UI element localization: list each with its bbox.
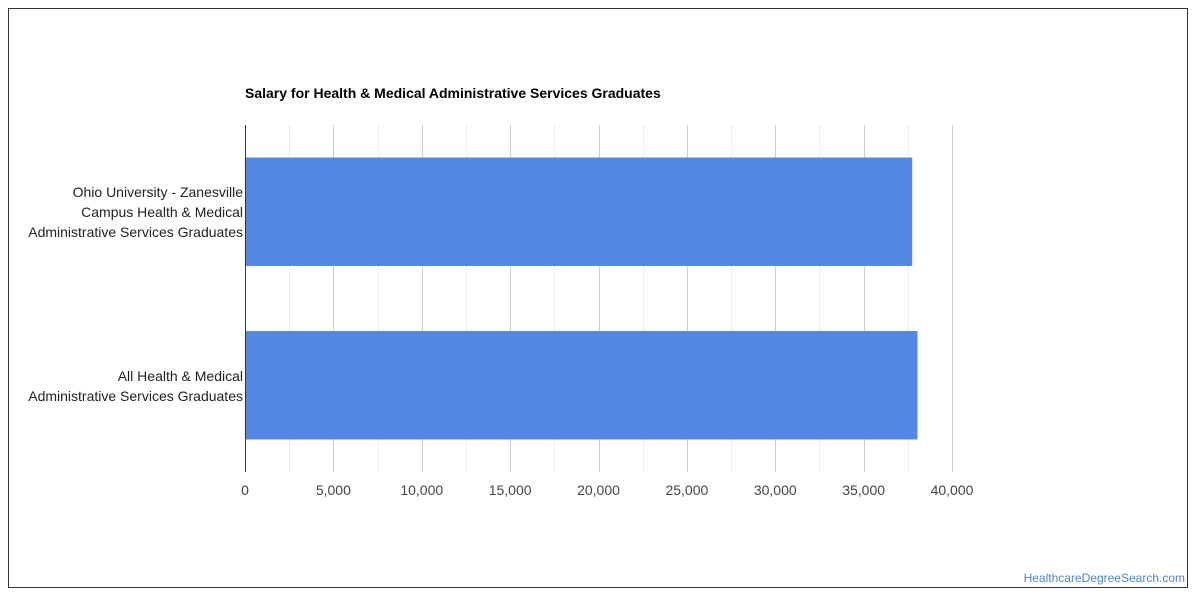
x-tick-label: 30,000 [754, 482, 797, 498]
category-label-ohio-zanesville: Ohio University - Zanesville Campus Heal… [28, 184, 243, 240]
x-tick-label: 20,000 [577, 482, 620, 498]
x-tick-label: 5,000 [316, 482, 351, 498]
x-tick-label: 15,000 [489, 482, 532, 498]
x-tick-label: 0 [241, 482, 249, 498]
bar-0[interactable] [245, 157, 913, 266]
category-label-all-graduates: All Health & Medical Administrative Serv… [28, 368, 243, 404]
x-tick-label: 35,000 [842, 482, 885, 498]
chart-title: Salary for Health & Medical Administrati… [245, 85, 661, 101]
x-tick-label: 10,000 [400, 482, 443, 498]
watermark[interactable]: HealthcareDegreeSearch.com [1023, 571, 1185, 585]
x-tick-label: 40,000 [931, 482, 974, 498]
chart-frame [8, 8, 1188, 588]
x-tick-label: 25,000 [665, 482, 708, 498]
bar-1[interactable] [245, 331, 918, 440]
